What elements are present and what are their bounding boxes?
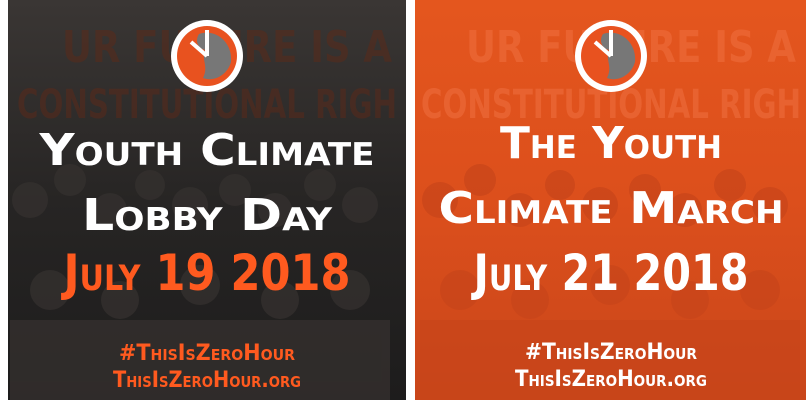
title-line: The Youth: [500, 118, 722, 169]
clock-logo: [575, 20, 647, 92]
clock-logo: [171, 20, 243, 92]
title-line: Climate March: [439, 183, 784, 234]
website-url: ThisIsZeroHour.org: [113, 368, 301, 393]
page: UR FUTURE IS ACONSTITUTIONAL RIGHYouth C…: [0, 0, 806, 400]
website-url: ThisIsZeroHour.org: [515, 367, 707, 392]
hashtag: #ThisIsZeroHour: [119, 341, 295, 366]
title-line: Youth Climate: [38, 125, 374, 176]
hashtag: #ThisIsZeroHour: [525, 340, 697, 365]
event-date: July 21 2018: [471, 244, 748, 302]
title-line: Lobby Day: [82, 190, 333, 241]
event-date: July 19 2018: [61, 244, 351, 302]
